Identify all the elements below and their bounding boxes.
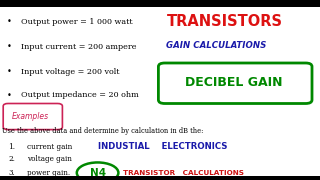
Text: Input voltage = 200 volt: Input voltage = 200 volt bbox=[21, 68, 119, 76]
Text: Input current = 200 ampere: Input current = 200 ampere bbox=[21, 43, 136, 51]
Text: voltage gain: voltage gain bbox=[27, 155, 72, 163]
Text: N4: N4 bbox=[90, 168, 106, 178]
Text: GAIN CALCULATIONS: GAIN CALCULATIONS bbox=[166, 40, 267, 50]
Bar bbox=[0, 176, 320, 180]
Text: Use the above data and determine by calculation in dB the:: Use the above data and determine by calc… bbox=[2, 127, 203, 135]
Bar bbox=[0, 0, 320, 7]
Text: INDUSTIAL    ELECTRONICS: INDUSTIAL ELECTRONICS bbox=[98, 142, 227, 151]
Text: •: • bbox=[6, 91, 11, 100]
Text: Output power = 1 000 watt: Output power = 1 000 watt bbox=[21, 18, 132, 26]
Text: •: • bbox=[6, 68, 11, 76]
Text: TRANSISTORS: TRANSISTORS bbox=[166, 14, 282, 29]
Text: 1.: 1. bbox=[8, 143, 15, 151]
Text: Output impedance = 20 ohm: Output impedance = 20 ohm bbox=[21, 91, 139, 99]
Text: DECIBEL GAIN: DECIBEL GAIN bbox=[185, 76, 282, 89]
Text: current gain: current gain bbox=[27, 143, 72, 151]
Text: TRANSISTOR   CALCULATIONS: TRANSISTOR CALCULATIONS bbox=[123, 170, 244, 176]
Text: Examples: Examples bbox=[12, 112, 49, 121]
Text: 2.: 2. bbox=[8, 155, 15, 163]
Text: •: • bbox=[6, 42, 11, 51]
Text: •: • bbox=[6, 17, 11, 26]
Text: 3.: 3. bbox=[8, 169, 15, 177]
Text: power gain.: power gain. bbox=[27, 169, 70, 177]
